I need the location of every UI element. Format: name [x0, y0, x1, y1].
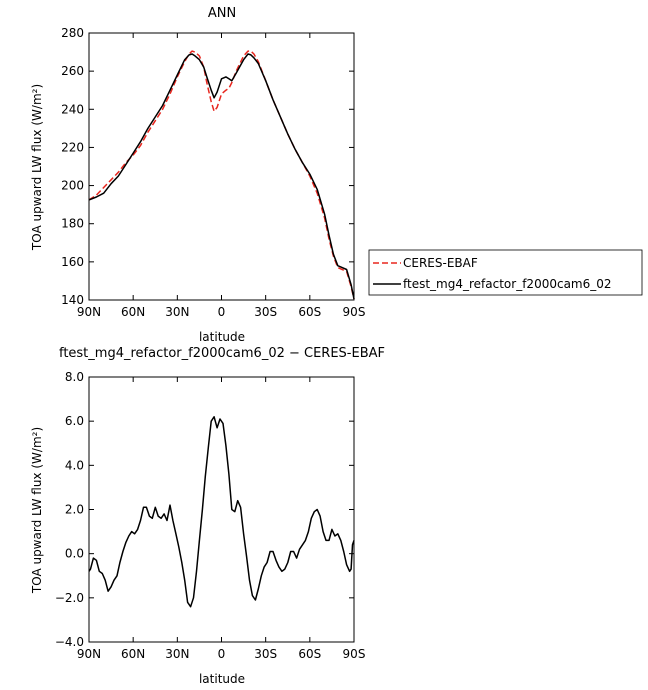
top-y-axis: 140 160 180 200 220 240 260 280 [61, 26, 354, 307]
bottom-y-tick-label: 6.0 [65, 414, 84, 428]
top-plot-frame [88, 32, 355, 301]
top-panel: ANN 140 160 180 200 220 240 260 280 90N 60N 30N 0 3… [30, 6, 365, 344]
top-y-tick-label: 220 [61, 140, 84, 154]
bottom-series-line-0 [88, 416, 355, 608]
top-series-line-0 [88, 50, 355, 300]
top-y-tick-label: 180 [61, 217, 84, 231]
top-y-tick-label: 200 [61, 179, 84, 193]
bottom-y-tick-label: −2.0 [55, 591, 84, 605]
top-y-axis-label: TOA upward LW flux (W/m²) [30, 84, 44, 251]
top-y-tick-label: 140 [61, 293, 84, 307]
bottom-panel: ftest_mg4_refactor_f2000cam6_02 − CERES-… [30, 346, 385, 686]
bottom-x-tick-label: 30N [165, 647, 189, 661]
top-y-tick-label: 160 [61, 255, 84, 269]
bottom-y-tick-label: 8.0 [65, 370, 84, 384]
top-x-tick-label: 0 [218, 305, 226, 319]
bottom-x-tick-label: 0 [218, 647, 226, 661]
bottom-y-tick-label: 2.0 [65, 503, 84, 517]
top-x-tick-label: 90N [77, 305, 101, 319]
bottom-y-tick-label: 0.0 [65, 547, 84, 561]
bottom-chart-title: ftest_mg4_refactor_f2000cam6_02 − CERES-… [59, 346, 385, 361]
top-x-tick-label: 90S [343, 305, 366, 319]
bottom-x-tick-label: 30S [254, 647, 277, 661]
top-x-tick-label: 60S [298, 305, 321, 319]
top-y-tick-label: 280 [61, 26, 84, 40]
top-x-tick-label: 60N [121, 305, 145, 319]
bottom-x-tick-label: 60N [121, 647, 145, 661]
bottom-y-axis: −4.0 −2.0 0.0 2.0 4.0 6.0 8.0 [55, 370, 354, 649]
bottom-x-axis-label: latitude [199, 672, 245, 686]
legend-entry-0: CERES-EBAF [403, 256, 478, 270]
legend-entry-1: ftest_mg4_refactor_f2000cam6_02 [403, 277, 612, 291]
bottom-x-tick-label: 60S [298, 647, 321, 661]
legend-box [368, 249, 643, 296]
top-chart-title: ANN [208, 6, 236, 21]
bottom-x-tick-label: 90N [77, 647, 101, 661]
bottom-x-tick-label: 90S [343, 647, 366, 661]
bottom-x-axis: 90N 60N 30N 0 30S 60S 90S [77, 377, 366, 661]
top-x-tick-label: 30N [165, 305, 189, 319]
bottom-y-tick-label: −4.0 [55, 635, 84, 649]
bottom-plot-frame [88, 376, 355, 643]
top-x-tick-label: 30S [254, 305, 277, 319]
top-plot-area [88, 50, 355, 300]
top-series-line-1 [88, 53, 355, 300]
bottom-y-tick-label: 4.0 [65, 458, 84, 472]
top-x-axis: 90N 60N 30N 0 30S 60S 90S [77, 33, 366, 319]
top-y-tick-label: 240 [61, 102, 84, 116]
legend: CERES-EBAF ftest_mg4_refactor_f2000cam6_0… [368, 249, 643, 296]
top-y-tick-label: 260 [61, 64, 84, 78]
bottom-plot-area [88, 416, 355, 608]
bottom-y-axis-label: TOA upward LW flux (W/m²) [30, 427, 44, 594]
top-x-axis-label: latitude [199, 330, 245, 344]
